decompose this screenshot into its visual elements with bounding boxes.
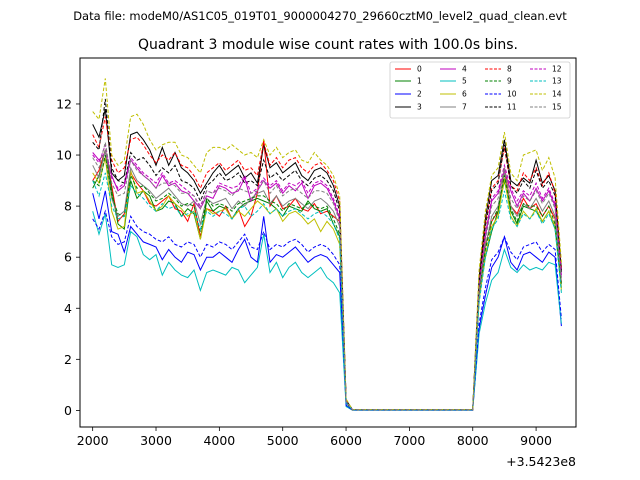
y-tick-label: 2 [64, 352, 72, 367]
legend-label-9: 9 [507, 77, 512, 86]
legend-label-14: 14 [552, 90, 562, 99]
plot-area [79, 57, 577, 428]
series-line-14 [92, 78, 562, 411]
legend-label-2: 2 [417, 90, 422, 99]
legend-label-10: 10 [507, 90, 517, 99]
series-line-15 [92, 142, 562, 411]
x-tick-label: 3000 [140, 433, 172, 448]
series-line-9 [92, 154, 562, 411]
x-tick-label: 6000 [330, 433, 362, 448]
axes-frame [79, 57, 577, 428]
legend-label-1: 1 [417, 77, 422, 86]
series-layer [92, 78, 562, 411]
x-tick-label: 9000 [520, 433, 552, 448]
legend-label-5: 5 [462, 77, 467, 86]
legend-label-4: 4 [462, 65, 467, 74]
x-tick-label: 2000 [77, 433, 109, 448]
legend-label-11: 11 [507, 103, 517, 112]
y-tick-label: 6 [64, 250, 72, 265]
x-tick-label: 5000 [267, 433, 299, 448]
x-axis: 2000 3000 4000 5000 6000 7000 8000 9000 [77, 427, 552, 448]
legend-label-13: 13 [552, 77, 562, 86]
series-line-12 [92, 142, 562, 411]
y-tick-label: 12 [56, 96, 72, 111]
figure-suptitle: Data file: modeM0/AS1C05_019T01_90000042… [73, 9, 567, 23]
y-axis: 0 2 4 6 8 10 12 [56, 96, 80, 418]
series-line-3 [92, 108, 562, 411]
y-tick-label: 0 [64, 403, 72, 418]
legend-label-15: 15 [552, 103, 562, 112]
x-tick-label: 8000 [457, 433, 489, 448]
series-line-11 [92, 98, 562, 411]
legend-label-7: 7 [462, 103, 467, 112]
legend-label-8: 8 [507, 65, 512, 74]
series-line-5 [92, 211, 562, 411]
series-line-8 [92, 116, 562, 411]
x-tick-label: 4000 [203, 433, 235, 448]
legend-label-6: 6 [462, 90, 467, 99]
series-line-7 [92, 149, 562, 411]
y-tick-label: 4 [64, 301, 72, 316]
legend-frame [389, 61, 571, 119]
legend-label-12: 12 [552, 65, 562, 74]
series-line-13 [92, 172, 562, 411]
y-tick-label: 8 [64, 199, 72, 214]
series-line-2 [92, 190, 562, 411]
chart-title: Quadrant 3 module wise count rates with … [138, 37, 518, 53]
legend-label-0: 0 [417, 65, 422, 74]
x-tick-label: 7000 [393, 433, 425, 448]
legend-label-3: 3 [417, 103, 422, 112]
y-tick-label: 10 [56, 148, 72, 163]
x-axis-offset-label: +3.5423e8 [506, 454, 576, 469]
